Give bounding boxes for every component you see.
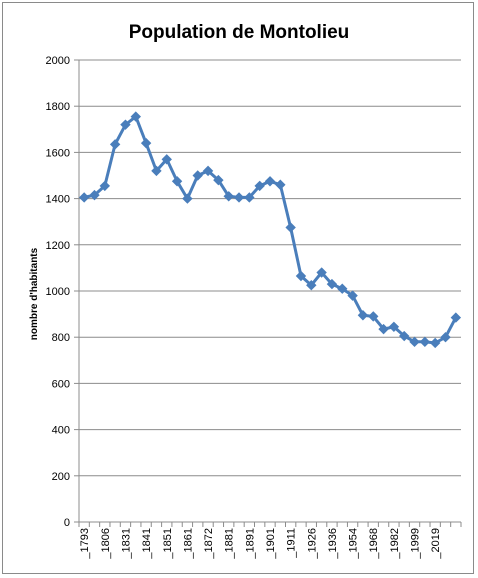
data-point-1846 — [151, 165, 162, 177]
data-point-1906 — [275, 179, 286, 190]
y-tick-label-1400: 1400 — [46, 194, 70, 206]
data-point-1821 — [109, 139, 121, 150]
data-point-1999 — [409, 336, 420, 348]
data-point-1936 — [326, 278, 338, 290]
y-tick-label-1800: 1800 — [46, 101, 70, 113]
data-point-2019 — [450, 312, 462, 323]
x-tick-label-1901: _1901 — [265, 528, 277, 560]
x-tick-label-1954: _1954 — [348, 528, 360, 560]
data-point-1968 — [368, 311, 379, 322]
data-point-1793 — [78, 192, 90, 203]
x-tick-label-1982: _1982 — [389, 528, 401, 560]
data-point-1926 — [306, 280, 317, 291]
y-tick-label-0: 0 — [64, 517, 70, 529]
y-tick-label-2000: 2000 — [46, 55, 70, 67]
y-tick-labels: 0 200 400 600 800 1000 1200 1400 1600 1800 2000 — [46, 55, 70, 529]
gridlines — [79, 59, 461, 477]
line-chart: Population de Montolieu 0 200 400 600 800 100… — [29, 22, 462, 560]
data-point-1921 — [295, 270, 307, 282]
data-point-1806 — [99, 180, 111, 192]
data-point-1896 — [254, 180, 265, 192]
data-point-1886 — [233, 192, 245, 203]
data-point-1851 — [161, 154, 172, 165]
y-tick-label-200: 200 — [52, 471, 70, 483]
axes — [74, 59, 462, 527]
x-tick-label-1861: _1861 — [182, 528, 194, 560]
series-line — [82, 115, 458, 345]
data-point-2006 — [419, 336, 431, 348]
data-point-1931 — [316, 267, 327, 278]
data-point-2015 — [440, 331, 451, 343]
data-point-1891 — [244, 192, 255, 203]
data-point-1975 — [378, 323, 389, 335]
data-point-1861 — [182, 193, 193, 204]
chart-frame: Population de Montolieu 0 200 400 600 800 100… — [2, 2, 474, 574]
chart-title: Population de Montolieu — [129, 22, 350, 43]
x-tick-label-1806: _1806 — [100, 528, 112, 560]
x-tick-label-1936: _1936 — [327, 528, 339, 560]
data-point-1881 — [223, 191, 234, 202]
x-tick-label-1793: _1793 — [79, 528, 91, 560]
data-point-2010 — [429, 337, 441, 349]
data-point-1876 — [213, 174, 224, 186]
x-tick-label-1999: _1999 — [410, 528, 422, 560]
x-tick-label-1881: _1881 — [224, 528, 236, 560]
data-point-1962 — [357, 310, 369, 321]
x-tick-label-1968: _1968 — [368, 528, 380, 560]
data-point-1946 — [337, 283, 348, 294]
data-point-1866 — [192, 170, 203, 181]
x-tick-label-1926: _1926 — [306, 528, 318, 560]
data-point-1911 — [285, 222, 296, 233]
x-tick-label-1851: _1851 — [162, 528, 174, 560]
data-point-1872 — [202, 165, 214, 177]
y-tick-label-1200: 1200 — [46, 240, 70, 252]
y-tick-label-1000: 1000 — [46, 286, 70, 298]
y-tick-label-1600: 1600 — [46, 147, 70, 159]
y-axis-label: nombre d'habitants — [29, 247, 40, 340]
data-point-1901 — [264, 176, 276, 187]
series-population — [78, 111, 462, 349]
data-point-1831 — [120, 119, 131, 130]
x-tick-label-1911: _1911 — [286, 528, 298, 559]
y-tick-label-400: 400 — [52, 425, 70, 437]
x-tick-label-1872: _1872 — [203, 528, 215, 560]
data-point-1982 — [388, 321, 400, 333]
data-point-1856 — [171, 176, 183, 187]
x-tick-labels: _1793 _1806 _1831 _1841 _1851 _1861 _1872 _1881… — [79, 528, 442, 560]
data-point-1836 — [130, 111, 141, 122]
data-point-1990 — [399, 330, 410, 342]
x-tick-label-1841: _1841 — [141, 528, 153, 560]
x-tick-label-2019: _2019 — [430, 528, 442, 560]
x-tick-label-1891: _1891 — [244, 528, 256, 560]
data-point-1800 — [89, 189, 100, 201]
data-point-1954 — [347, 290, 358, 301]
x-tick-label-1831: _1831 — [120, 528, 132, 560]
y-tick-label-800: 800 — [52, 332, 70, 344]
y-tick-label-600: 600 — [52, 378, 70, 390]
data-point-1841 — [140, 137, 152, 149]
